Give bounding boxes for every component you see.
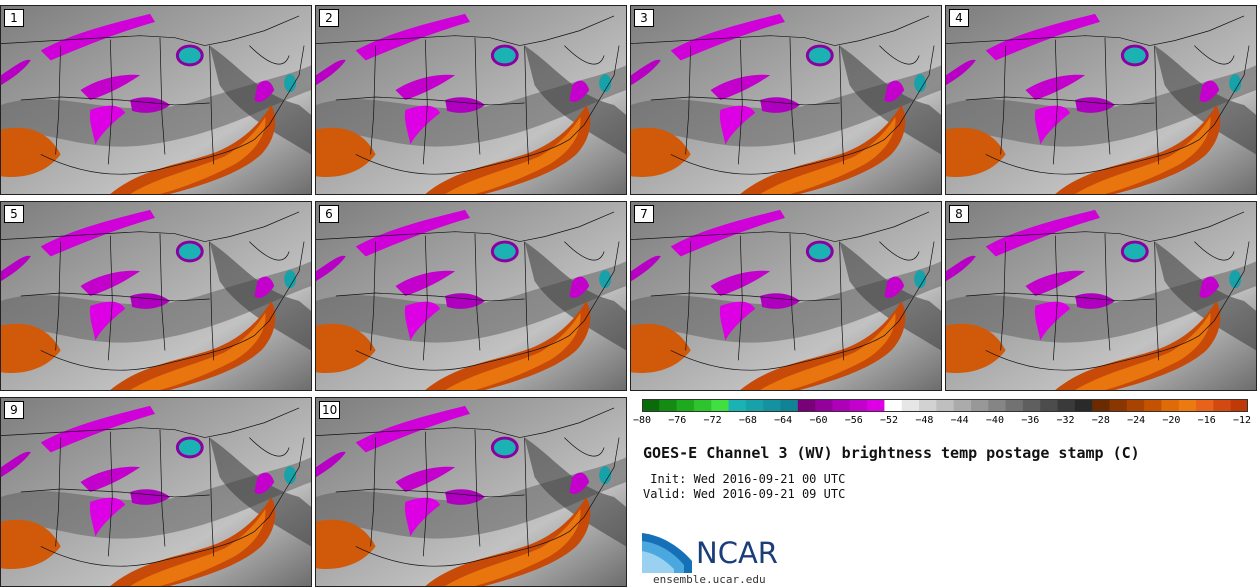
colorbar-segment (919, 399, 937, 412)
colorbar-segment (849, 399, 868, 412)
ncar-logo-text: NCAR (696, 536, 778, 570)
colorbar-tick-label: −40 (985, 415, 1004, 426)
colorbar-segment (1040, 399, 1059, 412)
colorbar-tick-label: −80 (632, 415, 652, 426)
forecast-panel: 9 (0, 397, 312, 587)
colorbar-tick-label: −76 (668, 415, 687, 426)
colorbar-tick-label: −20 (1162, 415, 1181, 426)
colorbar-segment (1022, 399, 1041, 412)
colorbar-tick-label: −16 (1197, 415, 1216, 426)
colorbar-tick-label: −52 (880, 415, 899, 426)
colorbar-tick-label: −56 (844, 415, 863, 426)
forecast-panel: 8 (945, 201, 1257, 391)
forecast-panel: 1 (0, 5, 312, 195)
colorbar-segment (1057, 399, 1076, 412)
colorbar-segment (970, 399, 989, 412)
colorbar-tick-label: −44 (950, 415, 969, 426)
colorbar-segment (901, 399, 920, 412)
colorbar-segment (711, 399, 730, 412)
panel-number: 1 (4, 9, 24, 27)
valid-time: Valid: Wed 2016-09-21 09 UTC (643, 487, 846, 501)
colorbar-segment (728, 399, 747, 412)
colorbar-segment (815, 399, 833, 412)
panel-number: 3 (634, 9, 654, 27)
forecast-panel: 6 (315, 201, 627, 391)
colorbar-segment (832, 399, 851, 412)
colorbar-segment (988, 399, 1007, 412)
colorbar-tick-label: −64 (774, 415, 793, 426)
colorbar-tick-label: −60 (809, 415, 828, 426)
figure-title: GOES-E Channel 3 (WV) brightness temp po… (643, 444, 1140, 462)
panel-number: 6 (319, 205, 339, 223)
forecast-panel: 3 (630, 5, 942, 195)
colorbar-segment (1126, 399, 1145, 412)
panel-number: 8 (949, 205, 969, 223)
colorbar-segment (1092, 399, 1110, 412)
panel-number: 4 (949, 9, 969, 27)
colorbar-segment (780, 399, 799, 412)
colorbar-segment (1005, 399, 1024, 412)
wv-satellite-image (1, 398, 311, 586)
panel-number: 7 (634, 205, 654, 223)
forecast-panel: 4 (945, 5, 1257, 195)
colorbar-segment (953, 399, 972, 412)
colorbar-tick-label: −28 (1091, 415, 1110, 426)
wv-satellite-image (946, 6, 1256, 194)
wv-satellite-image (316, 398, 626, 586)
wv-satellite-image (1, 6, 311, 194)
colorbar-segment (1109, 399, 1128, 412)
colorbar-segment (936, 399, 955, 412)
forecast-panel: 2 (315, 5, 627, 195)
wv-satellite-image (316, 202, 626, 390)
wv-satellite-image (631, 6, 941, 194)
colorbar-segment (642, 399, 660, 412)
colorbar-segment (676, 399, 695, 412)
colorbar-segment (1213, 399, 1232, 412)
site-url: ensemble.ucar.edu (653, 573, 766, 586)
wv-satellite-image (946, 202, 1256, 390)
colorbar-segment (1178, 399, 1197, 412)
colorbar-segment (797, 399, 816, 412)
colorbar-tick-label: −48 (915, 415, 934, 426)
colorbar-tick-label: −12 (1232, 415, 1252, 426)
ncar-logo (642, 533, 692, 573)
colorbar-segment (1144, 399, 1162, 412)
panel-number: 5 (4, 205, 24, 223)
colorbar-segment (693, 399, 712, 412)
colorbar-segment (745, 399, 764, 412)
panel-number: 9 (4, 401, 24, 419)
panel-number: 10 (319, 401, 341, 419)
colorbar-segment (763, 399, 782, 412)
colorbar-segment (884, 399, 903, 412)
init-time: Init: Wed 2016-09-21 00 UTC (643, 472, 846, 486)
colorbar (642, 399, 1248, 412)
colorbar-tick-label: −36 (1021, 415, 1040, 426)
colorbar-segment (1230, 399, 1248, 412)
wv-satellite-image (316, 6, 626, 194)
wv-satellite-image (1, 202, 311, 390)
colorbar-tick-label: −24 (1127, 415, 1146, 426)
colorbar-segment (1161, 399, 1180, 412)
colorbar-segment (867, 399, 885, 412)
colorbar-segment (659, 399, 678, 412)
colorbar-segment (1196, 399, 1214, 412)
forecast-panel: 10 (315, 397, 627, 587)
wv-satellite-image (631, 202, 941, 390)
forecast-panel: 5 (0, 201, 312, 391)
panel-number: 2 (319, 9, 339, 27)
colorbar-tick-label: −68 (738, 415, 757, 426)
colorbar-segment (1074, 399, 1093, 412)
colorbar-tick-label: −72 (703, 415, 722, 426)
forecast-panel: 7 (630, 201, 942, 391)
colorbar-tick-label: −32 (1056, 415, 1075, 426)
